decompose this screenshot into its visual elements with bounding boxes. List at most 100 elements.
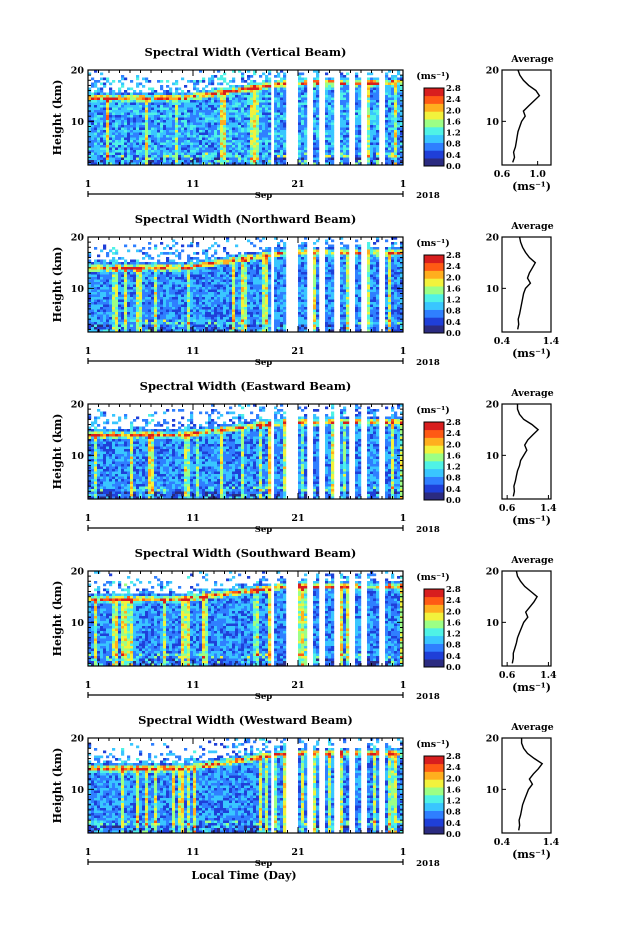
heatmap-cell [211,155,215,158]
heatmap-cell [220,317,224,320]
heatmap-cell [121,309,125,313]
heatmap-cell [259,157,263,161]
heatmap-cell [250,317,254,320]
heatmap-cell [106,284,110,288]
heatmap-cell [259,92,263,96]
heatmap-cell [145,294,149,298]
heatmap-cell [97,314,101,318]
heatmap-cell [148,157,152,161]
heatmap-cell [160,277,164,280]
heatmap-cell [385,102,389,106]
heatmap-cell [262,237,266,240]
heatmap-cell [208,142,212,146]
heatmap-cell [388,117,392,121]
heatmap-cell [157,284,161,288]
heatmap-cell [346,140,350,143]
heatmap-cell [217,137,221,141]
heatmap-cell [391,95,395,98]
heatmap-cell [169,309,173,313]
heatmap-cell [187,117,191,121]
heatmap-cell [196,264,200,268]
heatmap-cell [163,277,167,280]
heatmap-cell [97,152,101,156]
heatmap-cell [385,130,389,133]
heatmap-cell [124,299,128,303]
heatmap-cell [130,294,134,298]
heatmap-cell [184,262,188,265]
heatmap-cell [166,264,170,268]
heatmap-cell [253,254,257,258]
heatmap-cell [226,269,230,273]
heatmap-cell [181,152,185,156]
heatmap-cell [298,125,302,128]
heatmap-cell [211,145,215,148]
heatmap-cell [385,150,389,153]
heatmap-cell [256,142,260,146]
heatmap-cell [388,87,392,91]
heatmap-cell [160,92,164,96]
heatmap-cell [400,82,404,86]
heatmap-cell [190,137,194,141]
heatmap-cell [196,329,200,333]
heatmap-cell [238,70,242,73]
heatmap-cell [391,127,395,131]
heatmap-cell [94,80,98,83]
heatmap-cell [400,92,404,96]
heatmap-cell [91,302,95,305]
heatmap-cell [220,142,224,146]
heatmap-cell [178,322,182,325]
heatmap-cell [268,302,272,305]
heatmap-cell [133,147,137,151]
heatmap-cell [400,150,404,153]
heatmap-cell [367,125,371,128]
heatmap-cell [208,264,212,268]
heatmap-cell [109,132,113,136]
heatmap-cell [94,122,98,126]
heatmap-cell [256,294,260,298]
heatmap-cell [163,160,167,163]
heatmap-cell [328,112,332,116]
heatmap-cell [316,140,320,143]
heatmap-cell [118,317,122,320]
heatmap-cell [385,110,389,113]
heatmap-cell [205,127,209,131]
heatmap-cell [109,294,113,298]
heatmap-cell [241,125,245,128]
heatmap-cell [394,92,398,96]
heatmap-cell [208,102,212,106]
heatmap-cell [244,102,248,106]
heatmap-cell [151,130,155,133]
heatmap-cell [91,130,95,133]
heatmap-cell [160,324,164,328]
heatmap-cell [187,145,191,148]
heatmap-cell [106,162,110,166]
heatmap-cell [232,80,236,83]
heatmap-cell [100,142,104,146]
heatmap-cell [202,120,206,123]
heatmap-cell [163,294,167,298]
heatmap-cell [190,112,194,116]
heatmap-cell [241,105,245,108]
heatmap-cell [139,327,143,330]
heatmap-cell [268,267,272,270]
heatmap-cell [313,160,317,163]
heatmap-cell [190,122,194,126]
heatmap-cell [112,117,116,121]
heatmap-cell [133,157,137,161]
heatmap-cell [205,140,209,143]
heatmap-cell [100,90,104,93]
heatmap-cell [262,130,266,133]
heatmap-cell [91,289,95,293]
heatmap-cell [391,82,395,86]
heatmap-cell [175,82,179,86]
heatmap-cell [274,155,278,158]
heatmap-cell [262,135,266,138]
heatmap-cell [262,264,266,268]
heatmap-cell [157,95,161,98]
heatmap-cell [373,107,377,111]
heatmap-cell [226,327,230,330]
heatmap-cell [220,284,224,288]
heatmap-cell [274,252,278,255]
heatmap-cell [358,157,362,161]
heatmap-cell [175,157,179,161]
